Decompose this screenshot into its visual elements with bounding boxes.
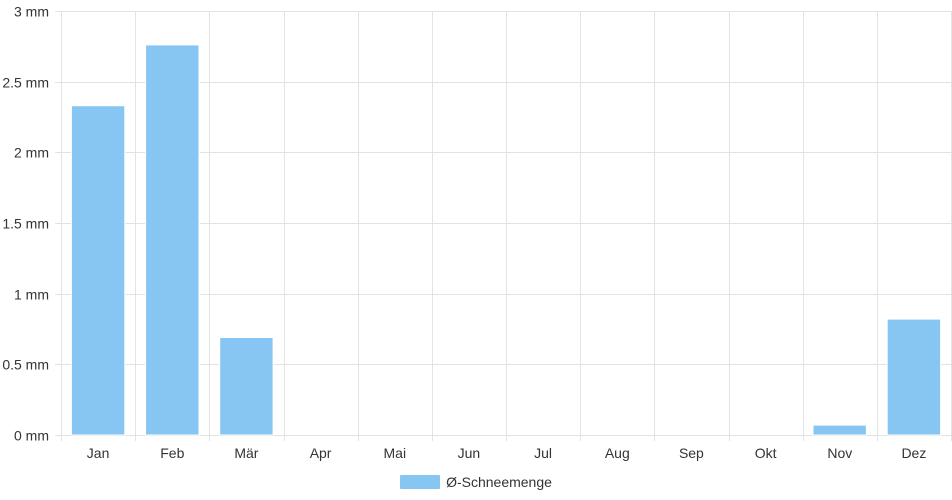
bars — [70, 44, 942, 436]
legend-label: Ø-Schneemenge — [446, 474, 552, 490]
y-tick-label: 2.5 mm — [2, 75, 49, 91]
x-axis-labels: Jan Feb Mär Apr Mai Jun Jul Aug Sep Okt Nov Dez — [87, 445, 927, 461]
x-tick-label: Jan — [87, 445, 110, 461]
bar-nov[interactable] — [812, 424, 867, 436]
x-tick-label: Okt — [755, 445, 777, 461]
x-tick-label: Apr — [310, 445, 332, 461]
bar-jan[interactable] — [70, 105, 126, 436]
y-axis-labels: 0 mm 0.5 mm 1 mm 1.5 mm 2 mm 2.5 mm 3 mm — [2, 4, 49, 444]
x-tick-label: Jun — [458, 445, 481, 461]
legend-swatch — [400, 475, 441, 489]
y-tick-label: 0.5 mm — [2, 357, 49, 373]
x-tick-label: Nov — [827, 445, 852, 461]
x-tick-label: Dez — [901, 445, 926, 461]
y-tick-label: 1 mm — [14, 287, 49, 303]
bar-mär[interactable] — [219, 337, 274, 436]
y-tick-label: 3 mm — [14, 4, 49, 20]
x-tick-label: Mai — [384, 445, 407, 461]
grid-lines — [55, 11, 952, 441]
x-tick-label: Mär — [234, 445, 258, 461]
y-tick-label: 2 mm — [14, 145, 49, 161]
x-tick-label: Sep — [679, 445, 704, 461]
x-tick-label: Feb — [160, 445, 184, 461]
y-tick-label: 0 mm — [14, 428, 49, 444]
bar-dez[interactable] — [886, 318, 942, 436]
y-tick-label: 1.5 mm — [2, 216, 49, 232]
bar-feb[interactable] — [145, 44, 200, 436]
x-tick-label: Aug — [605, 445, 630, 461]
x-tick-label: Jul — [534, 445, 552, 461]
legend[interactable]: Ø-Schneemenge — [0, 471, 952, 493]
